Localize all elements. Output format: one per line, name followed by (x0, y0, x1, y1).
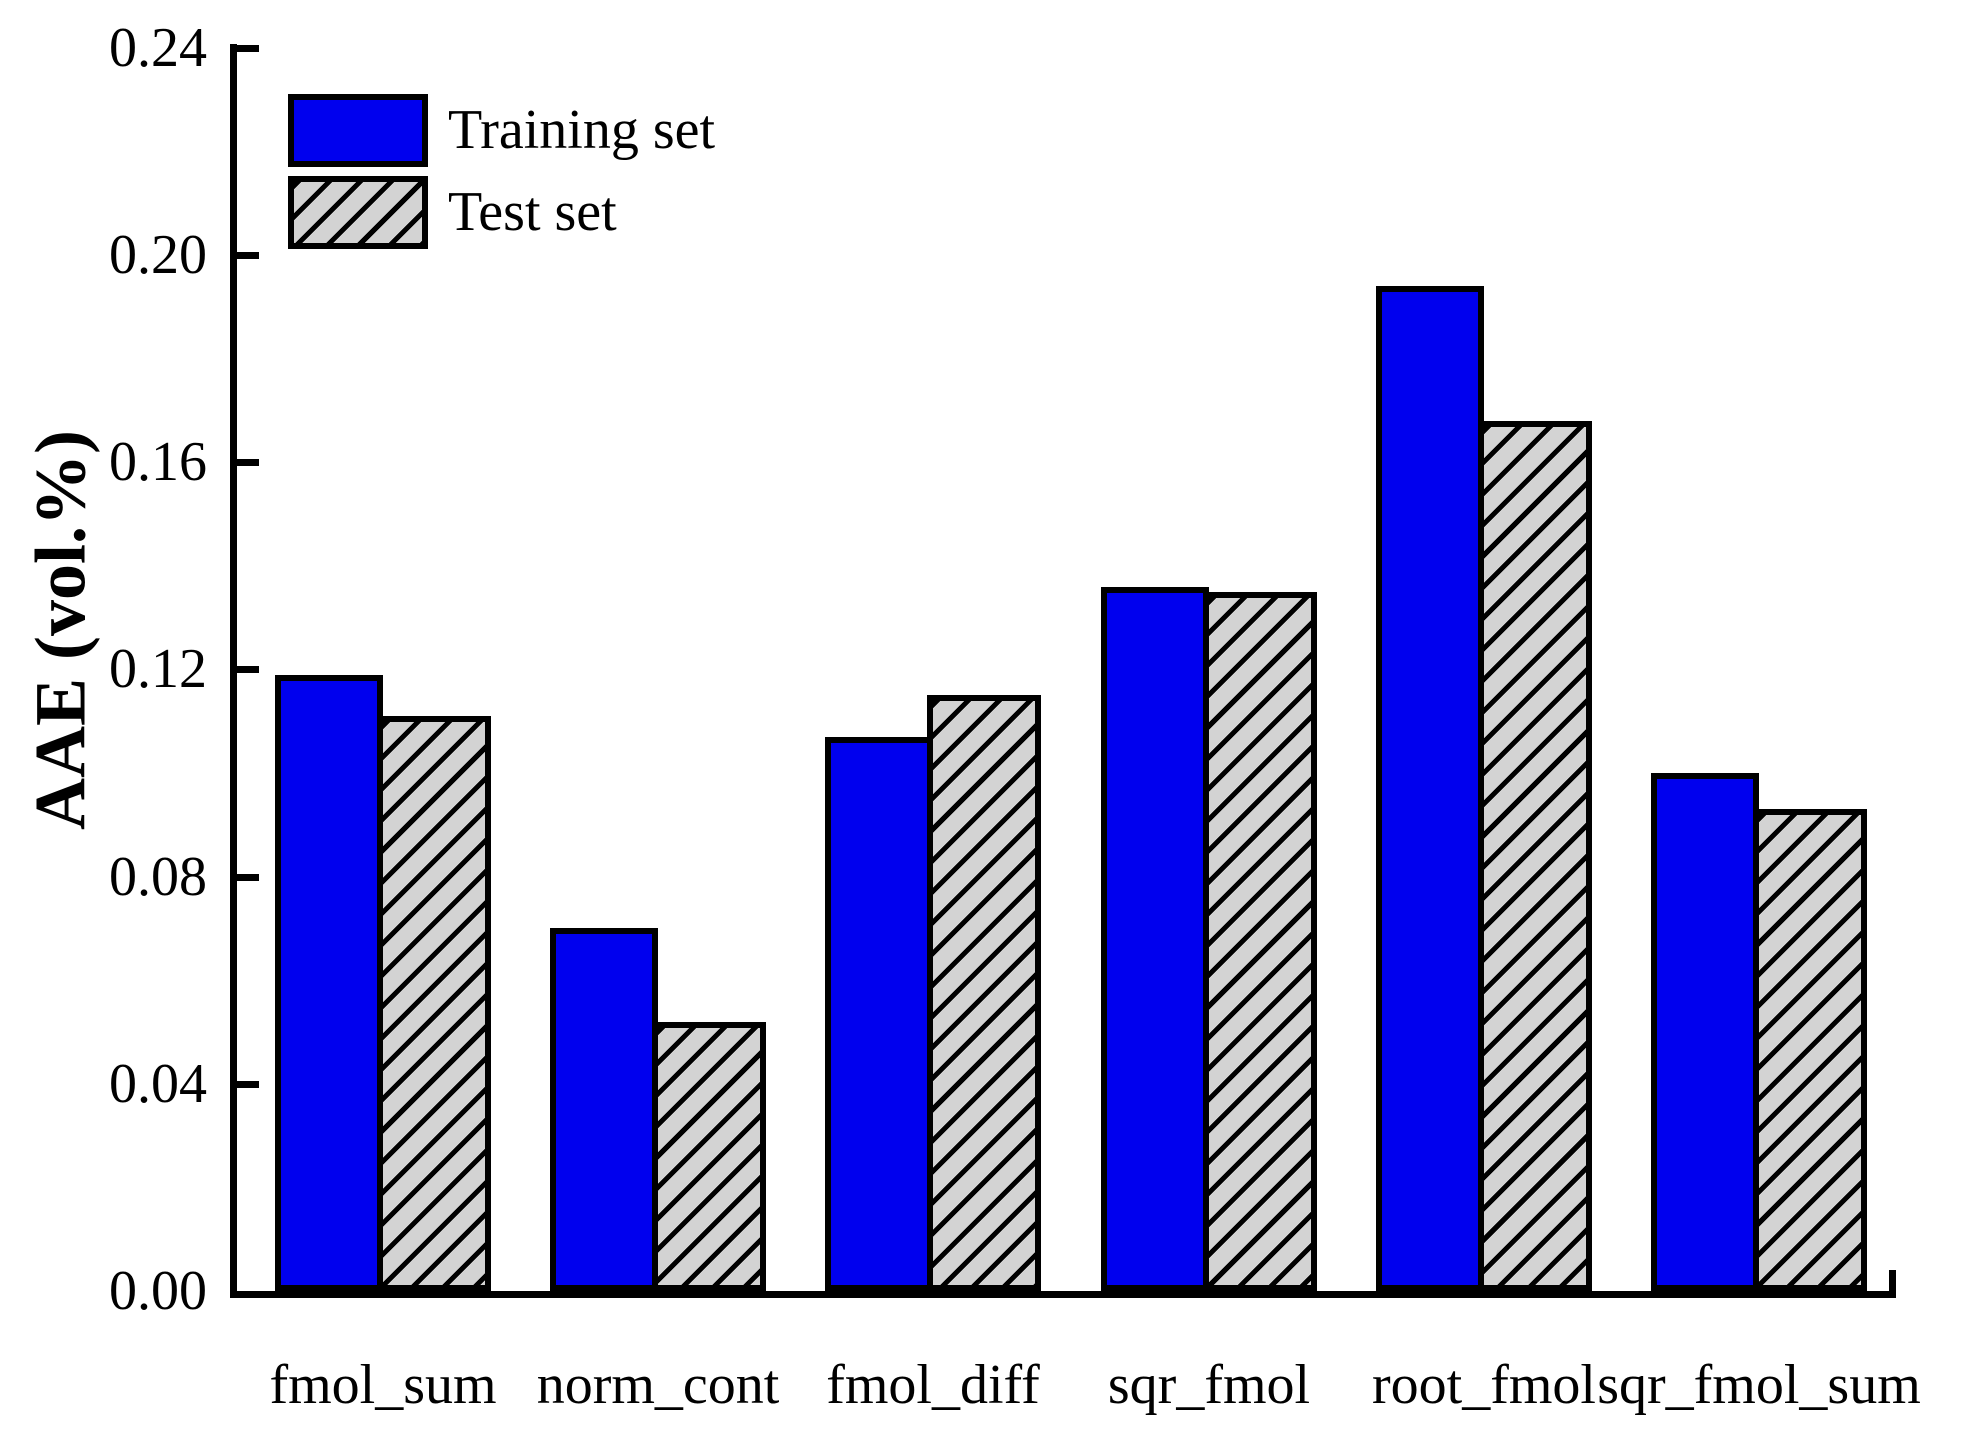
bar-training-sqr_fmol_sum (1651, 773, 1759, 1291)
y-axis-tick-label: 0.16 (109, 431, 207, 493)
category-label-root_fmol: root_fmol (1372, 1354, 1596, 1416)
y-axis-tick (237, 45, 259, 52)
bar-training-fmol_sum (275, 675, 383, 1291)
bar-test-fmol_diff (927, 695, 1041, 1291)
y-axis-tick-label: 0.08 (109, 846, 207, 908)
y-axis-tick-label: 0.20 (109, 224, 207, 286)
y-axis-tick (237, 874, 259, 881)
legend-label-training-set: Training set (448, 99, 716, 161)
legend-swatch-training-set (288, 94, 428, 167)
category-label-sqr_fmol: sqr_fmol (1107, 1354, 1311, 1416)
y-axis-tick-label: 0.00 (109, 1260, 207, 1322)
legend: Training set Test set (288, 94, 715, 249)
bar-training-norm_cont (550, 928, 658, 1291)
category-label-norm_cont: norm_cont (536, 1354, 780, 1416)
bar-test-norm_cont (652, 1022, 766, 1291)
x-axis-end-tick (1889, 1270, 1896, 1291)
category-label-sqr_fmol_sum: sqr_fmol_sum (1597, 1354, 1921, 1416)
bar-test-fmol_sum (377, 716, 491, 1291)
category-label-fmol_sum: fmol_sum (269, 1354, 497, 1416)
y-axis-tick-label: 0.24 (109, 17, 207, 79)
bar-training-root_fmol (1376, 286, 1484, 1291)
y-axis-tick (237, 459, 259, 466)
bar-training-fmol_diff (825, 737, 933, 1291)
y-axis-line (230, 44, 237, 1298)
y-axis-tick-label: 0.12 (109, 638, 207, 700)
legend-item-test-set: Test set (288, 176, 715, 249)
y-axis-tick-label: 0.04 (109, 1053, 207, 1115)
bar-training-sqr_fmol (1101, 587, 1209, 1291)
category-label-fmol_diff: fmol_diff (826, 1354, 1040, 1416)
y-axis-tick (237, 666, 259, 673)
bar-test-sqr_fmol_sum (1753, 809, 1867, 1291)
legend-swatch-test-set (288, 176, 428, 249)
x-axis-line (230, 1291, 1896, 1298)
legend-label-test-set: Test set (448, 181, 617, 243)
bar-test-root_fmol (1478, 421, 1592, 1291)
y-axis-tick (237, 1081, 259, 1088)
legend-item-training-set: Training set (288, 94, 715, 167)
bar-test-sqr_fmol (1203, 592, 1317, 1291)
y-axis-tick (237, 252, 259, 259)
